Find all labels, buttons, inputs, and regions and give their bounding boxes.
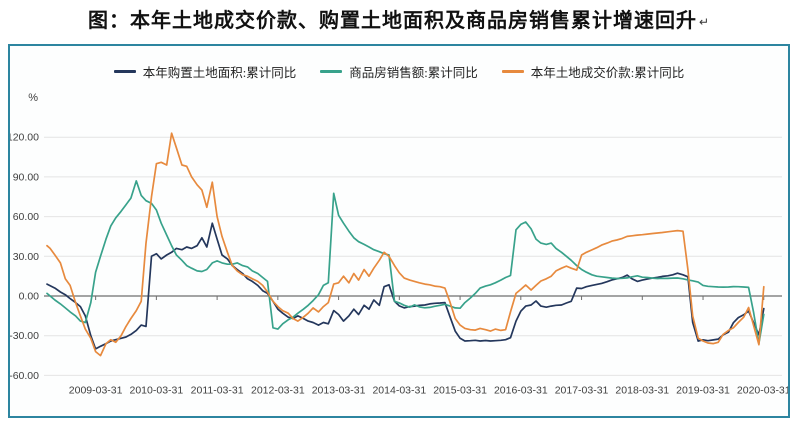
y-axis-tick-label: 30.00 <box>13 251 39 263</box>
y-axis-tick-label: 60.00 <box>13 211 39 223</box>
chart-frame: 120.00 90.00 60.00 30.00 0.00 -30.00 -60.00% 20… <box>8 44 790 418</box>
legend-line-swatch-housing-sales <box>320 70 343 73</box>
y-axis-unit-label: % <box>28 92 38 104</box>
series-line-1 <box>46 180 765 345</box>
x-axis-tick-label: 2019-03-31 <box>676 384 730 396</box>
series-lines <box>46 132 765 357</box>
y-axis-tick-label: -60.00 <box>10 370 39 382</box>
paragraph-return-mark: ↵ <box>698 14 711 29</box>
y-axis-tick-label: -30.00 <box>10 330 39 342</box>
legend-item-housing-sales: 商品房销售额:累计同比 <box>320 62 478 81</box>
x-axis-tick-label: 2016-03-31 <box>494 384 548 396</box>
x-axis-tick-label: 2012-03-31 <box>251 384 305 396</box>
legend-label-land-price: 本年土地成交价款:累计同比 <box>530 66 685 80</box>
legend-item-land-price: 本年土地成交价款:累计同比 <box>501 62 685 81</box>
gridlines <box>44 136 782 376</box>
x-axis-tick-label: 2017-03-31 <box>555 384 609 396</box>
x-axis-tick-label: 2014-03-31 <box>372 384 426 396</box>
chart-title-text: 图：本年土地成交价款、购置土地面积及商品房销售累计增速回升 <box>87 10 697 32</box>
x-axis-tick-label: 2010-03-31 <box>130 384 184 396</box>
y-axis-tick-label: 0.00 <box>19 291 40 303</box>
legend-label-housing-sales: 商品房销售额:累计同比 <box>349 66 478 80</box>
series-line-2 <box>46 132 765 357</box>
x-axis-tick-label: 2020-03-31 <box>737 384 788 396</box>
legend-item-land-area: 本年购置土地面积:累计同比 <box>113 62 297 81</box>
x-axis-tick-label: 2009-03-31 <box>69 384 123 396</box>
x-axis-tick-label: 2018-03-31 <box>615 384 669 396</box>
x-axis-tick-label: 2013-03-31 <box>312 384 366 396</box>
chart-plot-svg: 120.00 90.00 60.00 30.00 0.00 -30.00 -60.00% 20… <box>10 92 788 396</box>
y-axis-tick-label: 120.00 <box>10 132 39 144</box>
chart-title: 图：本年土地成交价款、购置土地面积及商品房销售累计增速回升 ↵ <box>0 4 798 33</box>
y-axis-tick-label: 90.00 <box>13 171 39 183</box>
axis-labels: 120.00 90.00 60.00 30.00 0.00 -30.00 -60.00% 20… <box>10 92 788 396</box>
legend-line-swatch-land-area <box>113 70 136 73</box>
chart-legend: 本年购置土地面积:累计同比 商品房销售额:累计同比 本年土地成交价款:累计同比 <box>10 62 788 81</box>
legend-line-swatch-land-price <box>501 70 524 73</box>
x-axis-tick-label: 2015-03-31 <box>433 384 487 396</box>
series-line-0 <box>46 222 765 350</box>
x-axis-tick-label: 2011-03-31 <box>191 384 244 396</box>
legend-label-land-area: 本年购置土地面积:累计同比 <box>142 66 297 80</box>
